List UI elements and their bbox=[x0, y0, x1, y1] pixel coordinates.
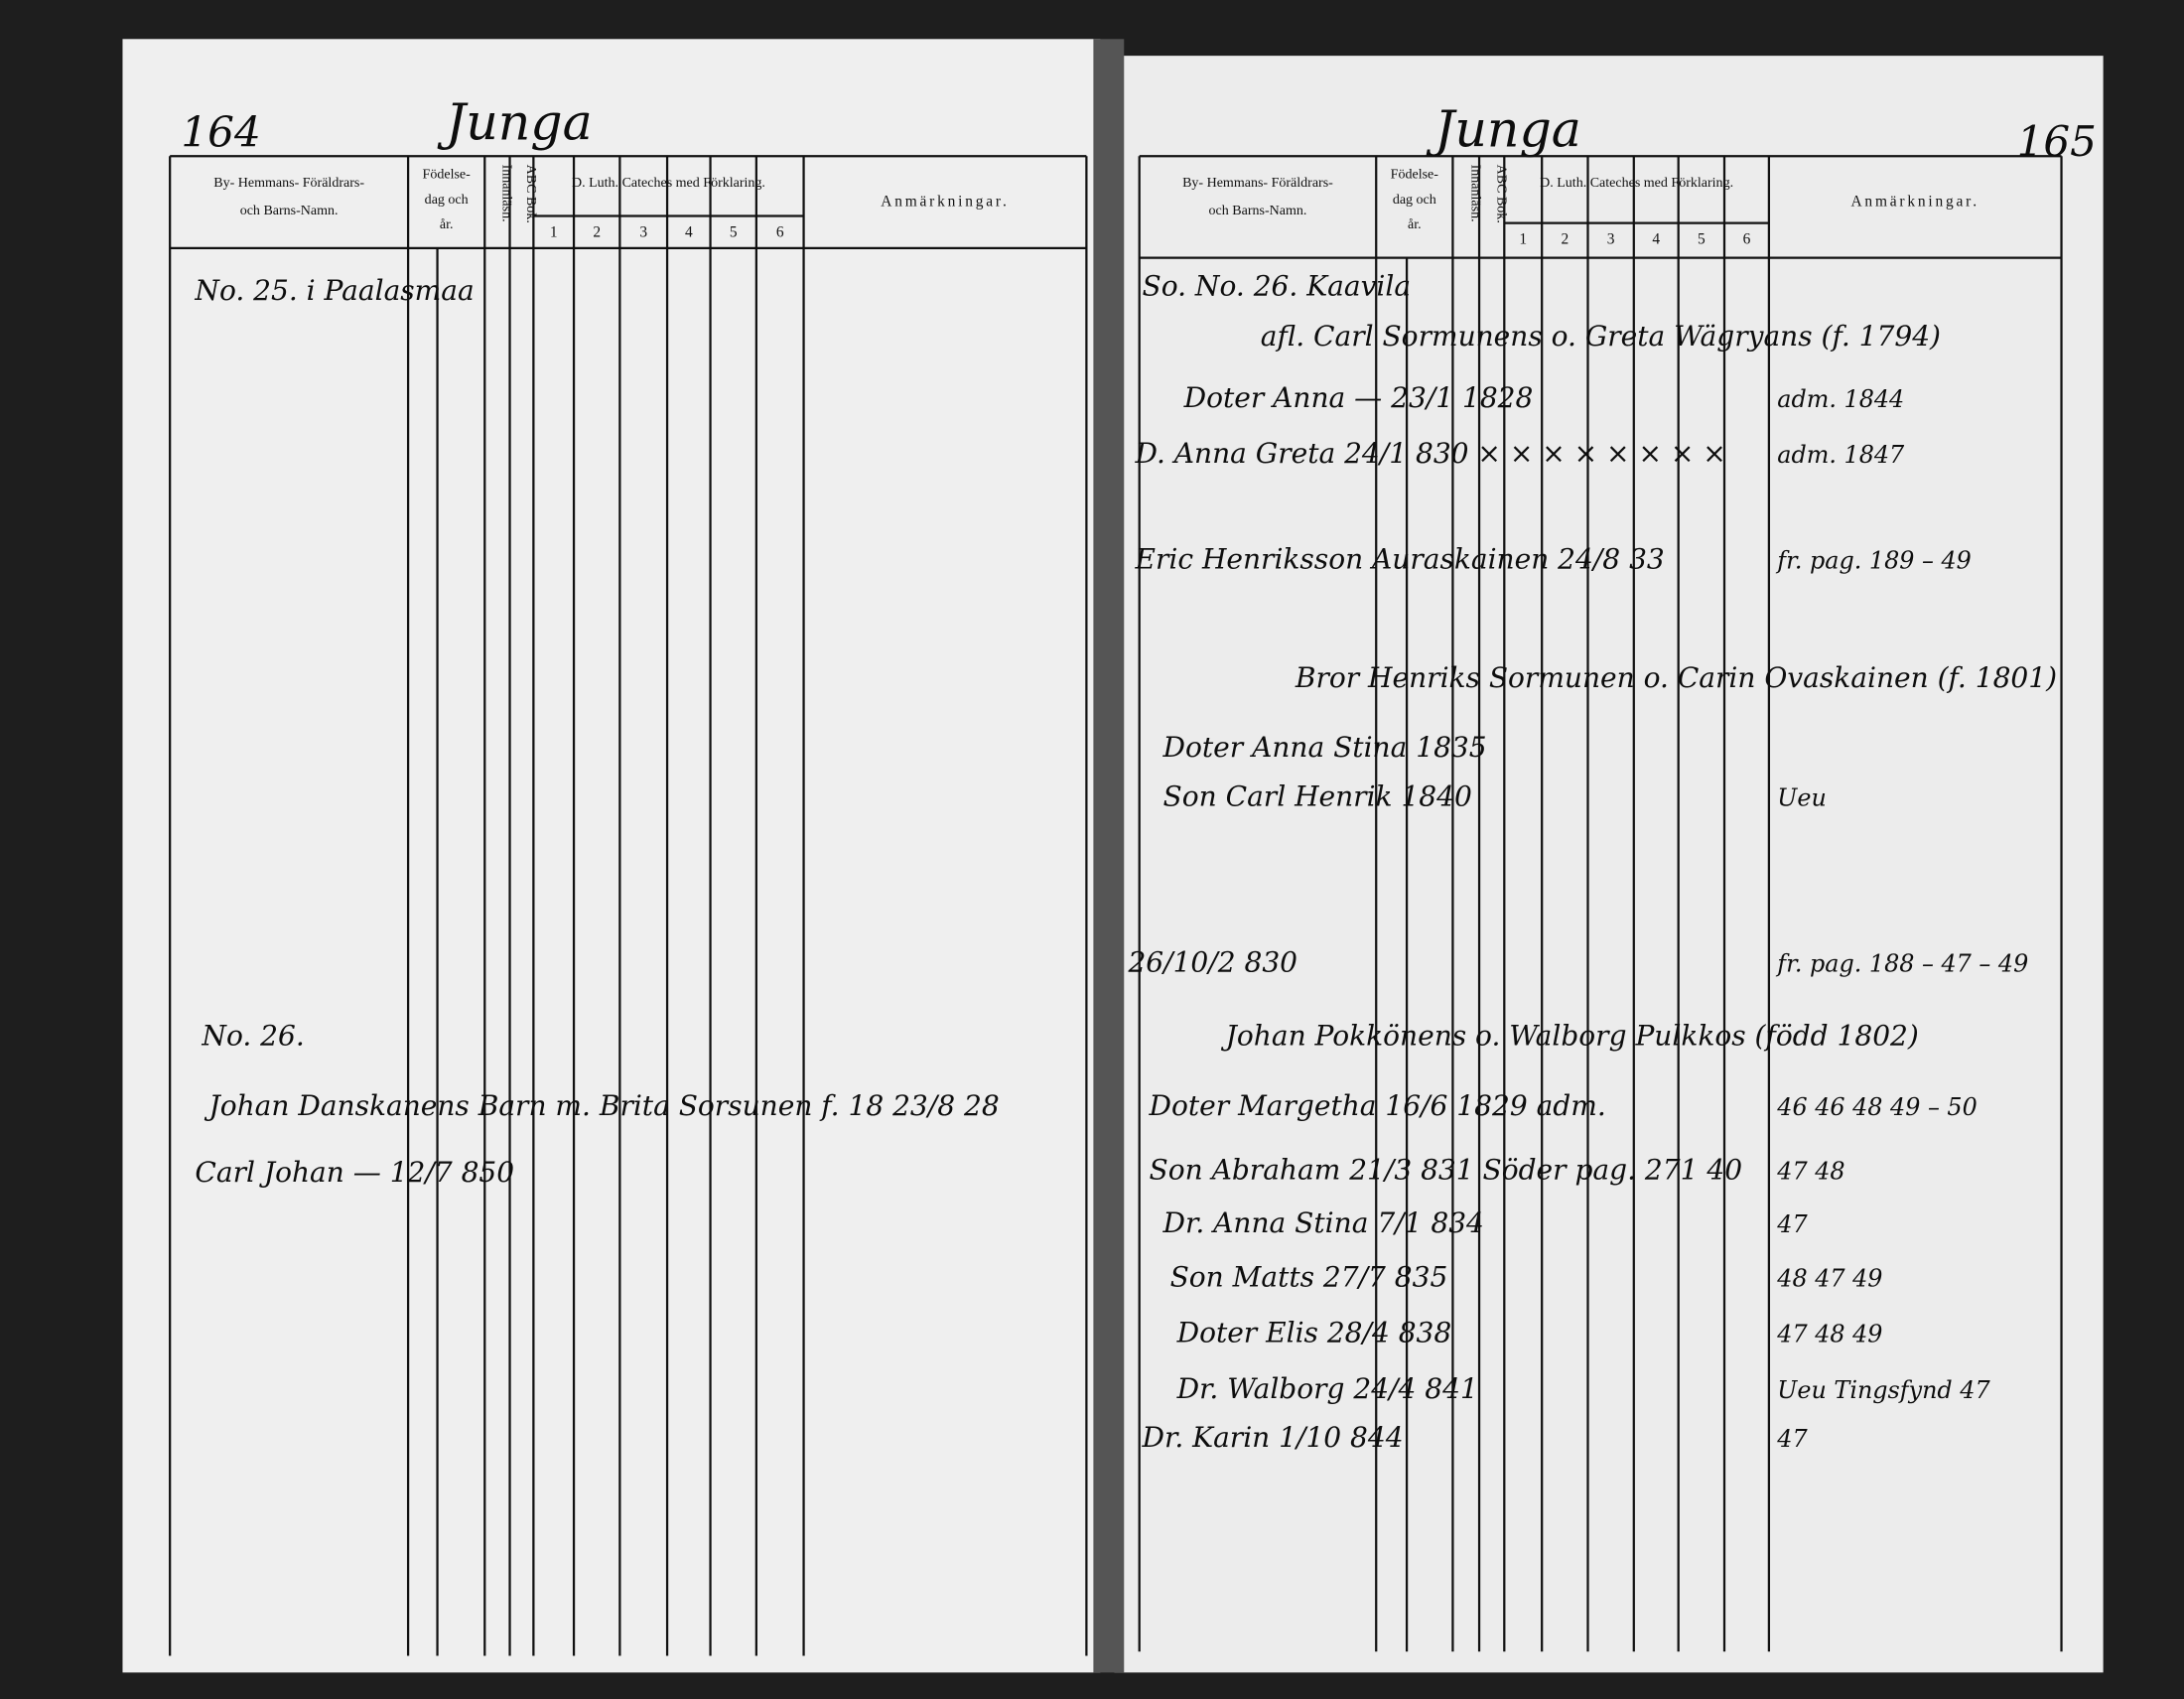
gutter bbox=[1093, 39, 1125, 1673]
column-number: 2 bbox=[1561, 231, 1569, 248]
handwritten-note: 47 bbox=[1776, 1210, 1808, 1238]
column-header: D. Luth. Cateches med Förklaring. bbox=[572, 175, 765, 191]
handwritten-note: Ueu bbox=[1777, 783, 1827, 811]
handwritten-entry: Dr. Walborg 24/4 841 bbox=[1176, 1372, 1478, 1405]
column-header: Anmärkningar. bbox=[881, 194, 1009, 211]
handwritten-entry: Carl Johan — 12/7 850 bbox=[195, 1156, 514, 1189]
handwritten-entry: Doter Elis 28/4 838 bbox=[1176, 1317, 1452, 1349]
column-number: 4 bbox=[1652, 231, 1660, 248]
column-header: By- Hemmans- Föräldrars- bbox=[1182, 175, 1333, 191]
column-header: och Barns-Namn. bbox=[1209, 203, 1307, 218]
handwritten-entry: No. 25. i Paalasmaa bbox=[194, 274, 474, 307]
column-header: år. bbox=[1408, 216, 1422, 232]
column-header: år. bbox=[440, 216, 454, 232]
handwritten-note: 47 48 49 bbox=[1776, 1321, 1882, 1348]
column-number: 6 bbox=[776, 224, 784, 241]
column-header: och Barns-Namn. bbox=[240, 203, 339, 218]
handwritten-entry: Dr. Karin 1/10 844 bbox=[1142, 1421, 1404, 1454]
handwritten-note: adm. 1844 bbox=[1777, 385, 1904, 413]
handwritten-note: 48 47 49 bbox=[1776, 1265, 1882, 1293]
column-number: 1 bbox=[1519, 231, 1527, 248]
column-header: Anmärkningar. bbox=[1851, 194, 1979, 211]
column-number: 3 bbox=[639, 224, 647, 241]
parish-name: Junga bbox=[1426, 99, 1581, 158]
column-header: By- Hemmans- Föräldrars- bbox=[213, 175, 364, 191]
handwritten-entry: afl. Carl Sormunens o. Greta Wägryans (f… bbox=[1261, 320, 1941, 353]
column-header: Innanläsn. bbox=[1467, 165, 1483, 222]
handwritten-note: Ueu Tingsfynd 47 bbox=[1777, 1376, 1990, 1404]
handwritten-entry: Son Carl Henrik 1840 bbox=[1163, 779, 1472, 812]
handwritten-entry: Johan Danskanens Barn m. Brita Sorsunen … bbox=[204, 1089, 999, 1122]
column-number: 5 bbox=[1698, 231, 1706, 248]
handwritten-note: 47 bbox=[1776, 1425, 1808, 1453]
handwritten-entry: 26/10/2 830 bbox=[1127, 945, 1297, 978]
column-header: ABC Bok. bbox=[523, 165, 539, 223]
left-sheet bbox=[122, 39, 1101, 1673]
column-number: 5 bbox=[730, 224, 738, 241]
handwritten-entry: Eric Henriksson Auraskainen 24/8 33 bbox=[1134, 543, 1664, 576]
handwritten-note: 47 48 bbox=[1776, 1157, 1844, 1185]
column-header: ABC Bok. bbox=[1493, 165, 1509, 223]
handwritten-entry: No. 26. bbox=[201, 1020, 304, 1053]
handwritten-entry: Doter Anna — 23/1 1828 bbox=[1183, 381, 1534, 414]
handwritten-entry: Dr. Anna Stina 7/1 834 bbox=[1162, 1206, 1484, 1239]
handwritten-entry: Bror Henriks Sormunen o. Carin Ovaskaine… bbox=[1295, 661, 2057, 694]
handwritten-entry: Son Matts 27/7 835 bbox=[1170, 1261, 1448, 1294]
column-number: 1 bbox=[550, 224, 558, 241]
column-header: Innanläsn. bbox=[499, 165, 515, 222]
handwritten-entry: Doter Margetha 16/6 1829 adm. bbox=[1149, 1089, 1606, 1122]
handwritten-note: fr. pag. 188 – 47 – 49 bbox=[1775, 949, 2028, 977]
page-number: 165 bbox=[2017, 117, 2097, 166]
handwritten-entry: Johan Pokkönens o. Walborg Pulkkos (född… bbox=[1221, 1020, 1919, 1053]
handwritten-entry: So. No. 26. Kaavila bbox=[1143, 270, 1412, 303]
column-header: Födelse- bbox=[1391, 167, 1439, 183]
column-number: 4 bbox=[685, 224, 693, 241]
handwritten-entry: Doter Anna Stina 1835 bbox=[1162, 731, 1487, 764]
column-number: 2 bbox=[593, 224, 601, 241]
handwritten-note: adm. 1847 bbox=[1777, 441, 1905, 469]
column-header: dag och bbox=[1393, 192, 1436, 208]
column-header: D. Luth. Cateches med Förklaring. bbox=[1540, 175, 1733, 191]
right-sheet bbox=[1114, 56, 2104, 1673]
column-number: 6 bbox=[1743, 231, 1751, 248]
column-header: Födelse- bbox=[423, 167, 472, 183]
handwritten-entry: D. Anna Greta 24/1 830 × × × × × × × × bbox=[1134, 437, 1725, 470]
handwritten-entry: Son Abraham 21/3 831 Söder pag. 271 40 bbox=[1150, 1153, 1743, 1186]
column-number: 3 bbox=[1607, 231, 1615, 248]
column-header: dag och bbox=[425, 192, 469, 208]
page-number: 164 bbox=[181, 107, 260, 156]
parish-name: Junga bbox=[437, 92, 593, 151]
handwritten-note: 46 46 48 49 – 50 bbox=[1776, 1093, 1977, 1121]
handwritten-note: fr. pag. 189 – 49 bbox=[1775, 547, 1972, 575]
